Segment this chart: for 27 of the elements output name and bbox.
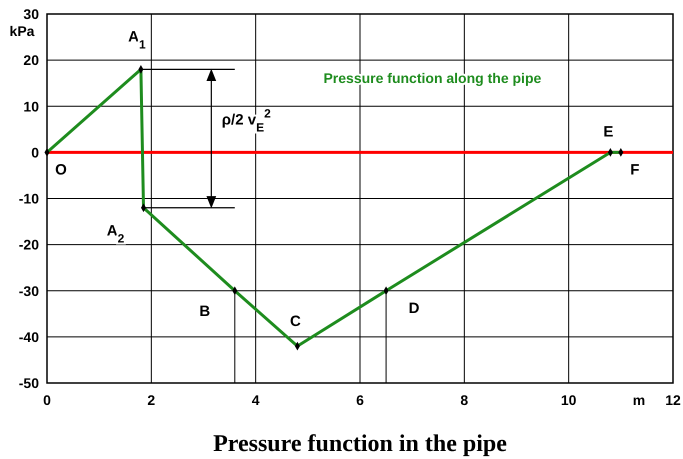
y-tick-label: -30 <box>18 282 40 299</box>
y-tick-label: -50 <box>18 375 40 391</box>
y-tick-label: -10 <box>18 190 40 206</box>
annotation: O <box>55 161 68 178</box>
y-tick-label: -20 <box>18 236 40 253</box>
y-tick-label: 30 <box>23 6 40 22</box>
annotation: A$_{2}$ <box>106 222 125 246</box>
y-tick-label: 0 <box>31 144 40 160</box>
x-tick-label: 8 <box>460 392 468 408</box>
annotation: A$_{1}$ <box>128 28 146 52</box>
annotation: F <box>630 161 640 178</box>
x-tick-label: 2 <box>147 392 156 408</box>
annotation: C <box>290 313 301 330</box>
x-tick-label: 4 <box>252 392 260 408</box>
x-tick-label: 0 <box>43 392 52 408</box>
x-tick-label: 6 <box>356 392 364 408</box>
y-tick-label: 20 <box>23 52 40 68</box>
y-tick-label: -40 <box>18 328 40 345</box>
x-tick-label: 12 <box>665 392 681 408</box>
annotation: E <box>603 123 614 140</box>
annotation: D <box>408 300 420 317</box>
text: Pressure function in the pipe <box>213 431 508 457</box>
x-tick-label: 10 <box>560 392 577 408</box>
x-axis-title: m <box>632 392 646 408</box>
y-tick-label: 10 <box>23 98 40 114</box>
y-axis-title: kPa <box>10 23 35 39</box>
annotation: B <box>199 302 210 320</box>
